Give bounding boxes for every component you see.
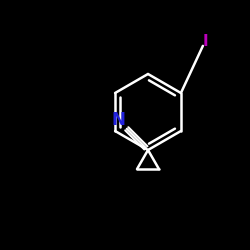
Text: N: N: [111, 111, 125, 129]
Text: I: I: [203, 34, 209, 49]
